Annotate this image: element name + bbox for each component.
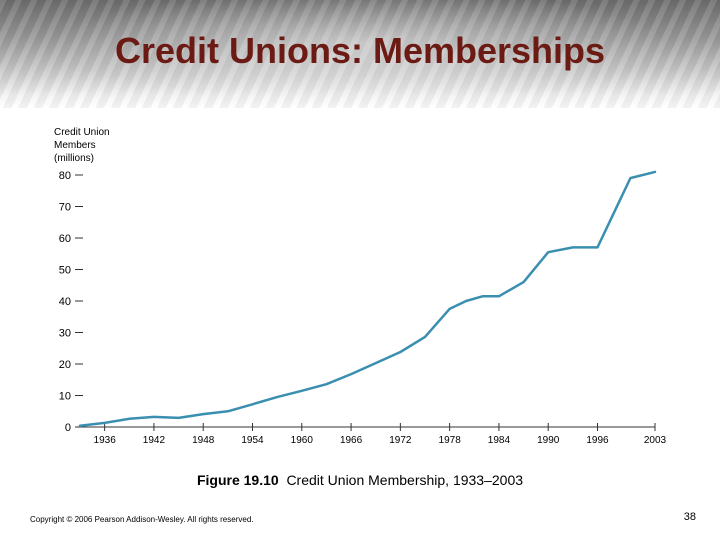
data-point bbox=[424, 336, 426, 338]
x-tick-label: 1984 bbox=[488, 435, 511, 446]
data-point bbox=[572, 246, 574, 249]
x-tick-label: 1960 bbox=[291, 435, 314, 446]
y-tick-label: 50 bbox=[59, 265, 71, 277]
y-tick-label: 20 bbox=[59, 359, 71, 371]
y-tick-label: 80 bbox=[59, 170, 71, 182]
data-point bbox=[153, 416, 155, 418]
data-point bbox=[276, 396, 278, 398]
data-point bbox=[177, 417, 180, 419]
data-point bbox=[596, 246, 599, 249]
x-tick-label: 1942 bbox=[143, 435, 166, 446]
x-tick-label: 1972 bbox=[389, 435, 412, 446]
y-axis-label-line-2: Members bbox=[54, 140, 96, 151]
y-tick-label: 0 bbox=[65, 422, 71, 434]
data-point bbox=[202, 413, 204, 415]
data-point bbox=[522, 281, 525, 283]
page-number: 38 bbox=[683, 511, 696, 523]
data-point bbox=[79, 425, 81, 427]
x-tick-label: 1966 bbox=[340, 435, 363, 446]
data-point bbox=[547, 251, 549, 253]
x-tick-label: 1978 bbox=[439, 435, 462, 446]
slide-title: Credit Unions: Memberships bbox=[114, 30, 606, 71]
header-highlight bbox=[0, 0, 720, 108]
y-tick-label: 40 bbox=[59, 296, 71, 308]
y-tick-label: 10 bbox=[59, 391, 71, 403]
data-point bbox=[251, 403, 254, 405]
data-point bbox=[350, 373, 352, 375]
data-point bbox=[375, 362, 377, 364]
data-point bbox=[325, 383, 328, 385]
y-axis-label-line-1: Credit Union bbox=[54, 127, 110, 138]
x-tick-label: 1954 bbox=[241, 435, 264, 446]
chart-axes: 0 10 20 30 40 50 60 70 80 1936 1942 1948 1954 1960 196… bbox=[59, 170, 667, 446]
data-point bbox=[227, 410, 229, 412]
y-tick-label: 70 bbox=[59, 202, 71, 214]
data-point bbox=[613, 212, 615, 214]
x-tick-label: 2003 bbox=[644, 435, 667, 446]
figure-caption: Figure 19.10 Credit Union Membership, 19… bbox=[0, 472, 720, 488]
data-point bbox=[301, 390, 303, 392]
x-tick-label: 1990 bbox=[537, 435, 560, 446]
y-axis-label-line-3: (millions) bbox=[54, 153, 94, 164]
figure-number: Figure 19.10 bbox=[196, 472, 279, 488]
copyright-notice: Copyright © 2006 Pearson Addison-Wesley.… bbox=[30, 515, 254, 524]
data-point bbox=[498, 295, 500, 297]
membership-series-line bbox=[78, 170, 657, 427]
data-point bbox=[128, 418, 130, 420]
x-tick-label: 1948 bbox=[192, 435, 215, 446]
x-tick-label: 1996 bbox=[586, 435, 609, 446]
y-tick-label: 60 bbox=[59, 233, 71, 245]
data-point bbox=[399, 351, 401, 353]
y-tick-label: 30 bbox=[59, 328, 71, 340]
data-point bbox=[629, 177, 631, 179]
data-point bbox=[449, 308, 451, 310]
figure-caption-text: Credit Union Membership, 1933–2003 bbox=[286, 472, 524, 488]
chart-series bbox=[78, 170, 657, 427]
data-point bbox=[481, 295, 484, 297]
header-background bbox=[0, 0, 720, 108]
x-tick-label: 1936 bbox=[94, 435, 117, 446]
data-point bbox=[465, 300, 467, 302]
data-point bbox=[654, 171, 656, 173]
data-point bbox=[104, 422, 106, 424]
